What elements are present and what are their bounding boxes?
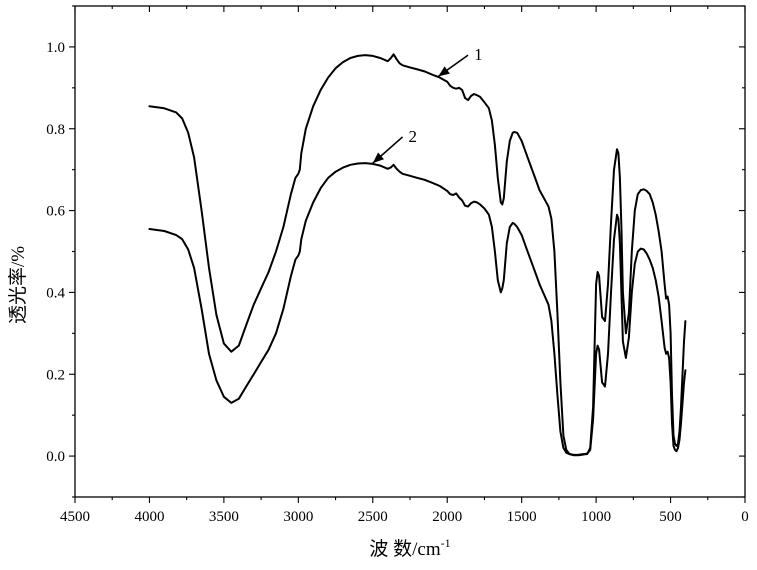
x-tick-label: 4000 [134,509,164,525]
x-tick-label: 1500 [507,509,537,525]
y-tick-label: 1.0 [46,40,65,56]
x-tick-label: 0 [741,509,749,525]
x-axis-ticks: 4500 4000 3500 3000 2500 2000 1500 1000 500 0 [60,6,749,525]
y-tick-label: 0.6 [46,204,65,220]
annotations: 12 [373,45,483,163]
annotation-label-2: 2 [409,127,418,146]
x-tick-label: 1000 [581,509,611,525]
y-tick-label: 0.0 [46,449,65,465]
x-tick-label: 2500 [358,509,388,525]
series-group [149,54,685,455]
x-tick-label: 3500 [209,509,239,525]
series-line-1 [149,54,685,455]
annotation-arrowhead-1 [438,66,450,76]
y-tick-label: 0.2 [46,367,65,383]
y-axis-ticks: 0.0 0.2 0.4 0.6 0.8 1.0 [46,6,745,497]
x-tick-label: 500 [659,509,682,525]
y-tick-label: 0.4 [46,285,65,301]
annotation-label-1: 1 [474,45,483,64]
y-axis-title: 透光率/% [7,246,29,324]
x-tick-label: 2000 [432,509,462,525]
x-tick-label: 3000 [283,509,313,525]
x-axis-title-superscript: -1 [441,536,451,550]
x-axis-title: 波 数/cm-1 [369,536,450,560]
y-tick-label: 0.8 [46,122,65,138]
x-axis-title-main: 波 数/cm [369,538,440,560]
x-tick-label: 4500 [60,509,90,525]
